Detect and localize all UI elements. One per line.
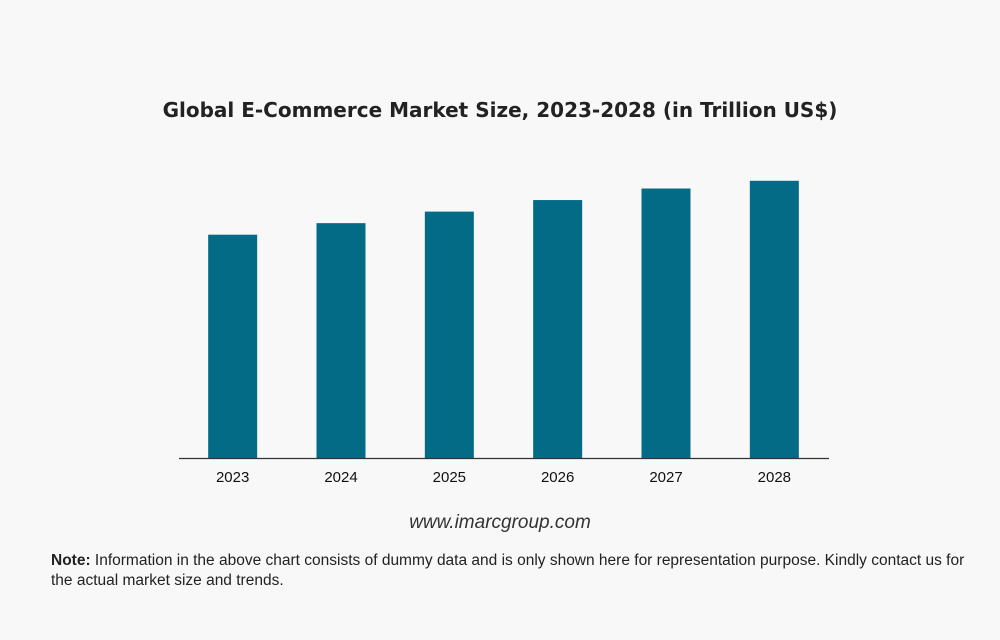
- x-tick-label-2026: 2026: [541, 469, 574, 486]
- bar-2023: [208, 234, 258, 458]
- x-tick-label-2024: 2024: [324, 469, 357, 486]
- x-tick-label-2023: 2023: [216, 469, 249, 486]
- bar-2026: [533, 200, 583, 459]
- footnote: Note: Information in the above chart con…: [51, 551, 971, 591]
- x-tick-label-2025: 2025: [433, 469, 466, 486]
- x-tick-label-2028: 2028: [758, 469, 791, 486]
- x-tick-label-2027: 2027: [649, 469, 682, 486]
- note-label: Note:: [51, 552, 91, 569]
- bar-2028: [749, 180, 799, 459]
- bar-2024: [316, 223, 366, 458]
- chart-title: Global E-Commerce Market Size, 2023-2028…: [162, 98, 838, 122]
- website-credit: www.imarcgroup.com: [409, 512, 591, 533]
- bar-2027: [641, 188, 691, 458]
- note-text: Information in the above chart consists …: [51, 552, 965, 589]
- x-tick-labels: 2023 2024 2025 2026 2027 2028: [216, 469, 791, 486]
- bars-group: [208, 180, 799, 459]
- bar-2025: [424, 211, 474, 458]
